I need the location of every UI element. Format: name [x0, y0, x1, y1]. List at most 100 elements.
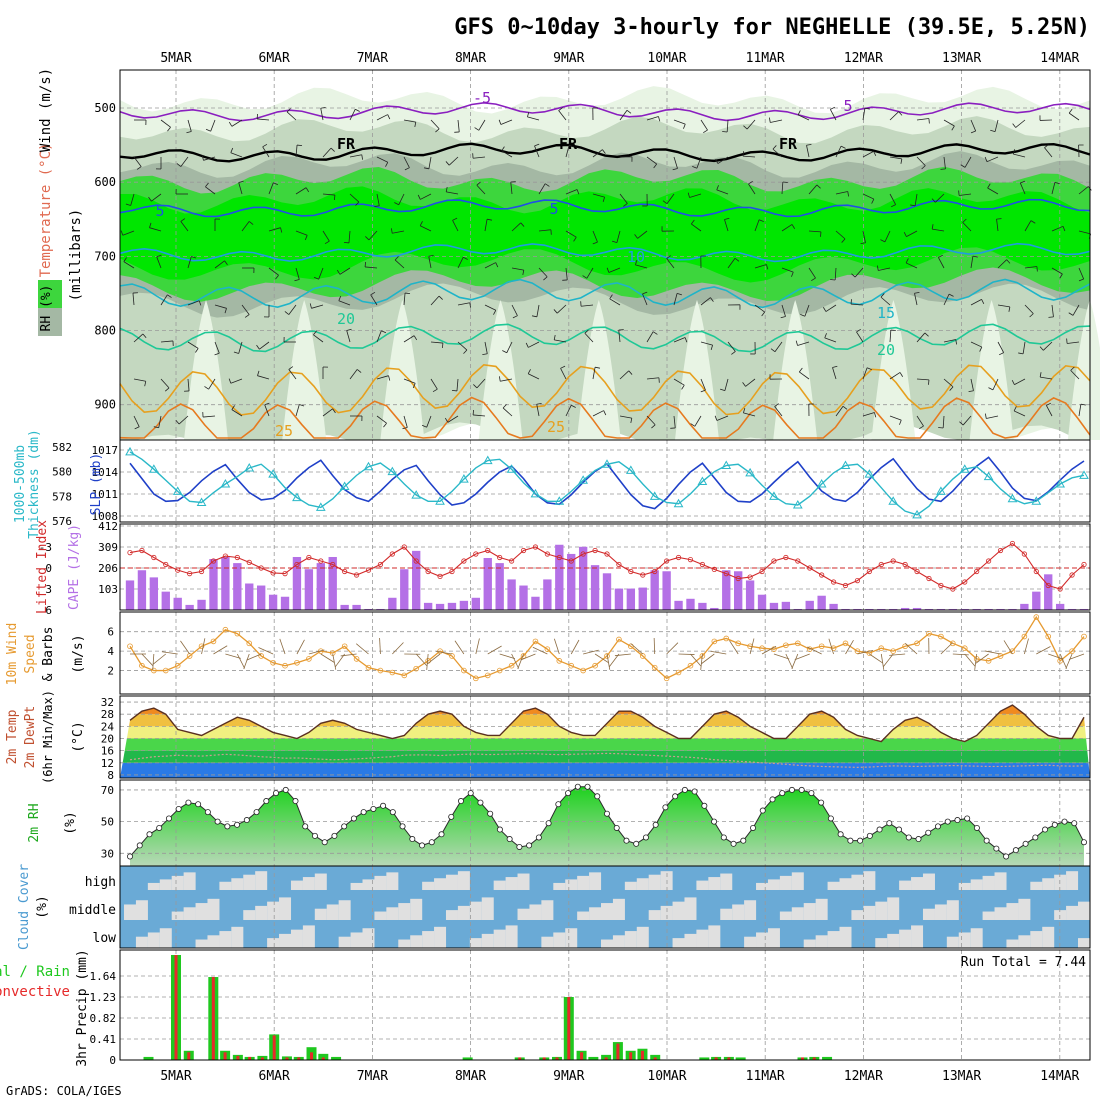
rh-marker: [964, 815, 971, 822]
wind-barb: [689, 193, 702, 198]
wind-barb-flag: [672, 168, 678, 171]
wind-speed-marker: [699, 653, 706, 659]
wind-barb-flag: [899, 372, 904, 377]
cape-bar: [555, 544, 564, 610]
precip-convective-bar: [542, 1057, 546, 1060]
wind-barb: [403, 293, 406, 306]
wind-barb-flag: [731, 351, 736, 355]
wind-barb: [889, 111, 899, 121]
cloud-cover-cell: [815, 935, 828, 948]
wind-barb-flag: [970, 130, 976, 134]
cloud-cover-cell: [207, 935, 220, 948]
wind-barb-flag: [571, 404, 576, 408]
wind-barb-flag: [988, 387, 994, 391]
wind-barb: [238, 341, 243, 354]
thickness-marker: [792, 499, 803, 509]
wind-barb-flag: [662, 200, 668, 205]
wind-barb-flag: [687, 192, 690, 198]
wind-barb-flag: [452, 217, 458, 221]
lifted-index-marker: [508, 558, 515, 564]
cloud-cover-cell: [887, 897, 900, 920]
wind-barb-flag: [195, 348, 199, 353]
wind-barb-flag: [684, 337, 688, 343]
wind-speed-marker: [938, 633, 944, 640]
wind-barb: [646, 331, 654, 343]
wind-barb: [536, 404, 540, 417]
wind-barb-flag: [543, 276, 548, 281]
wind-barb: [592, 367, 596, 380]
wind-barb: [133, 415, 140, 427]
rh-marker: [896, 826, 903, 833]
wind-barb: [528, 341, 540, 348]
wind-barb: [349, 369, 358, 380]
wind-barb-flag: [394, 256, 399, 261]
lifted-index-marker: [1033, 568, 1039, 575]
wind-barb-flag: [167, 126, 171, 132]
wind-barb: [160, 340, 173, 343]
wind-barb: [538, 183, 546, 195]
wind-barb-flag: [224, 260, 228, 266]
precip-tick-label: 0.82: [90, 1012, 117, 1025]
cloud-cover-cell: [922, 908, 935, 920]
wind-barb-flag: [374, 205, 380, 207]
wind-barb-flag: [1078, 278, 1084, 282]
wind-speed-marker: [687, 662, 694, 669]
pressure-tick-label: 900: [94, 398, 116, 412]
wind-barb: [673, 337, 686, 343]
wind-barb: [502, 407, 513, 417]
precip-convective-bar: [211, 977, 215, 1060]
thickness-marker: [387, 466, 398, 476]
wind-barb-flag: [1068, 108, 1073, 114]
rh-marker: [1042, 826, 1049, 833]
wind-barb-flag: [874, 412, 877, 418]
wind-speed-marker: [437, 648, 443, 654]
wind-speed-marker: [568, 662, 575, 669]
wind-barb: [869, 653, 883, 664]
wind-barb-flag: [286, 108, 291, 113]
wind-barb-flag: [273, 182, 279, 186]
precip-total-legend: Total / Rain: [0, 964, 70, 980]
wind-barb-flag: [1068, 312, 1074, 316]
wind-barb-flag: [960, 164, 966, 168]
rh-marker: [944, 818, 951, 825]
wind-barb: [259, 341, 270, 350]
isotherm-line: [119, 323, 1091, 353]
wind-barb: [862, 151, 874, 158]
cloud-cover-cell: [255, 905, 268, 920]
lifted-index-marker: [556, 554, 562, 561]
wind-barb: [609, 298, 621, 306]
rh-marker: [321, 839, 328, 846]
wind-barb-flag: [791, 224, 796, 229]
wind-barb: [565, 267, 568, 280]
lifted-index-marker: [664, 558, 670, 564]
wind-barb: [476, 378, 486, 389]
wind-barb-flag: [847, 191, 850, 197]
wind-barb: [565, 230, 577, 238]
thickness-marker: [673, 498, 684, 508]
wind-barb: [532, 646, 548, 655]
wind-barb: [700, 653, 703, 670]
wind-barb: [691, 223, 702, 232]
wind-barb-flag: [690, 219, 695, 225]
cloud-cover-cell: [863, 871, 876, 890]
wind-barb-flag: [419, 221, 423, 226]
wind-legend-label: Wind (m/s): [38, 68, 54, 152]
lifted-index-marker: [437, 573, 443, 580]
cloud-cover-cell: [672, 901, 685, 920]
wind-barb-flag: [938, 254, 944, 258]
cape-bar: [280, 596, 290, 610]
wind-barb: [824, 337, 837, 343]
cloud-cover-cell: [803, 903, 816, 920]
precip-axis-label: 3hr Precip (mm): [75, 949, 90, 1066]
wind-barb: [180, 640, 190, 655]
panel-frame: [119, 865, 1091, 949]
cloud-cover-cell: [696, 929, 709, 948]
wind-barb-flag: [385, 162, 389, 167]
wind-barb: [889, 330, 892, 343]
wind-barb: [935, 193, 945, 203]
wind-barb-flag: [512, 315, 518, 319]
wind-barb: [606, 653, 611, 670]
wind-barb: [1051, 267, 1063, 275]
wind-barb-flag: [748, 180, 753, 185]
wind-barb: [475, 638, 480, 655]
